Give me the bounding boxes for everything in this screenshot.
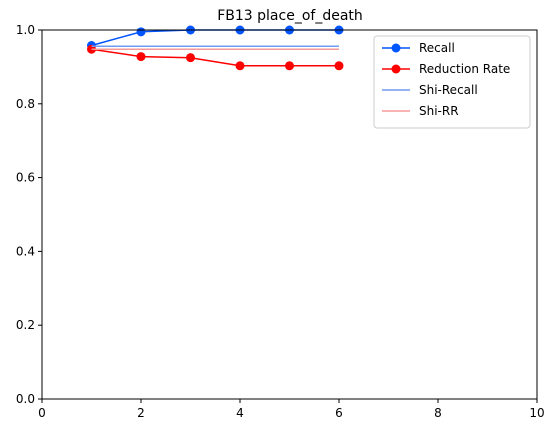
data-point-1-5 (334, 61, 344, 71)
legend-label-2: Shi-Recall (419, 83, 478, 97)
axes-frame (41, 29, 538, 400)
x-tick-label-3: 6 (335, 406, 343, 420)
x-tick-label-1: 2 (137, 406, 145, 420)
y-tick-label-5: 1.0 (16, 23, 35, 37)
axes: 0 2 4 6 8 10 0.0 0.2 0.4 0.6 0.8 1.0 (16, 23, 545, 420)
y-tick-label-1: 0.2 (16, 318, 35, 332)
x-tick-label-2: 4 (236, 406, 244, 420)
legend-box (373, 35, 531, 129)
y-tick-label-4: 0.8 (16, 97, 35, 111)
data-point-0-1 (136, 27, 146, 37)
chart-title: FB13 place_of_death (217, 8, 363, 24)
legend-marker-1 (391, 64, 401, 74)
series-line-1 (91, 48, 339, 67)
data-point-1-1 (136, 52, 146, 62)
data-point-1-4 (285, 61, 294, 71)
legend-label-0: Recall (419, 41, 455, 55)
legend-marker-0 (391, 43, 401, 53)
x-tick-label-4: 8 (434, 406, 442, 420)
data-point-1-3 (235, 61, 245, 71)
data-point-1-2 (186, 53, 195, 63)
legend-label-1: Reduction Rate (419, 62, 510, 76)
legend: Recall Reduction Rate Shi-Recall Shi-RR (373, 35, 531, 129)
x-tick-label-0: 0 (38, 406, 46, 420)
y-tick-label-3: 0.6 (16, 171, 35, 185)
x-tick-label-5: 10 (529, 406, 544, 420)
y-tick-label-2: 0.4 (16, 244, 35, 258)
legend-label-3: Shi-RR (419, 104, 459, 118)
y-tick-label-0: 0.0 (16, 392, 35, 406)
